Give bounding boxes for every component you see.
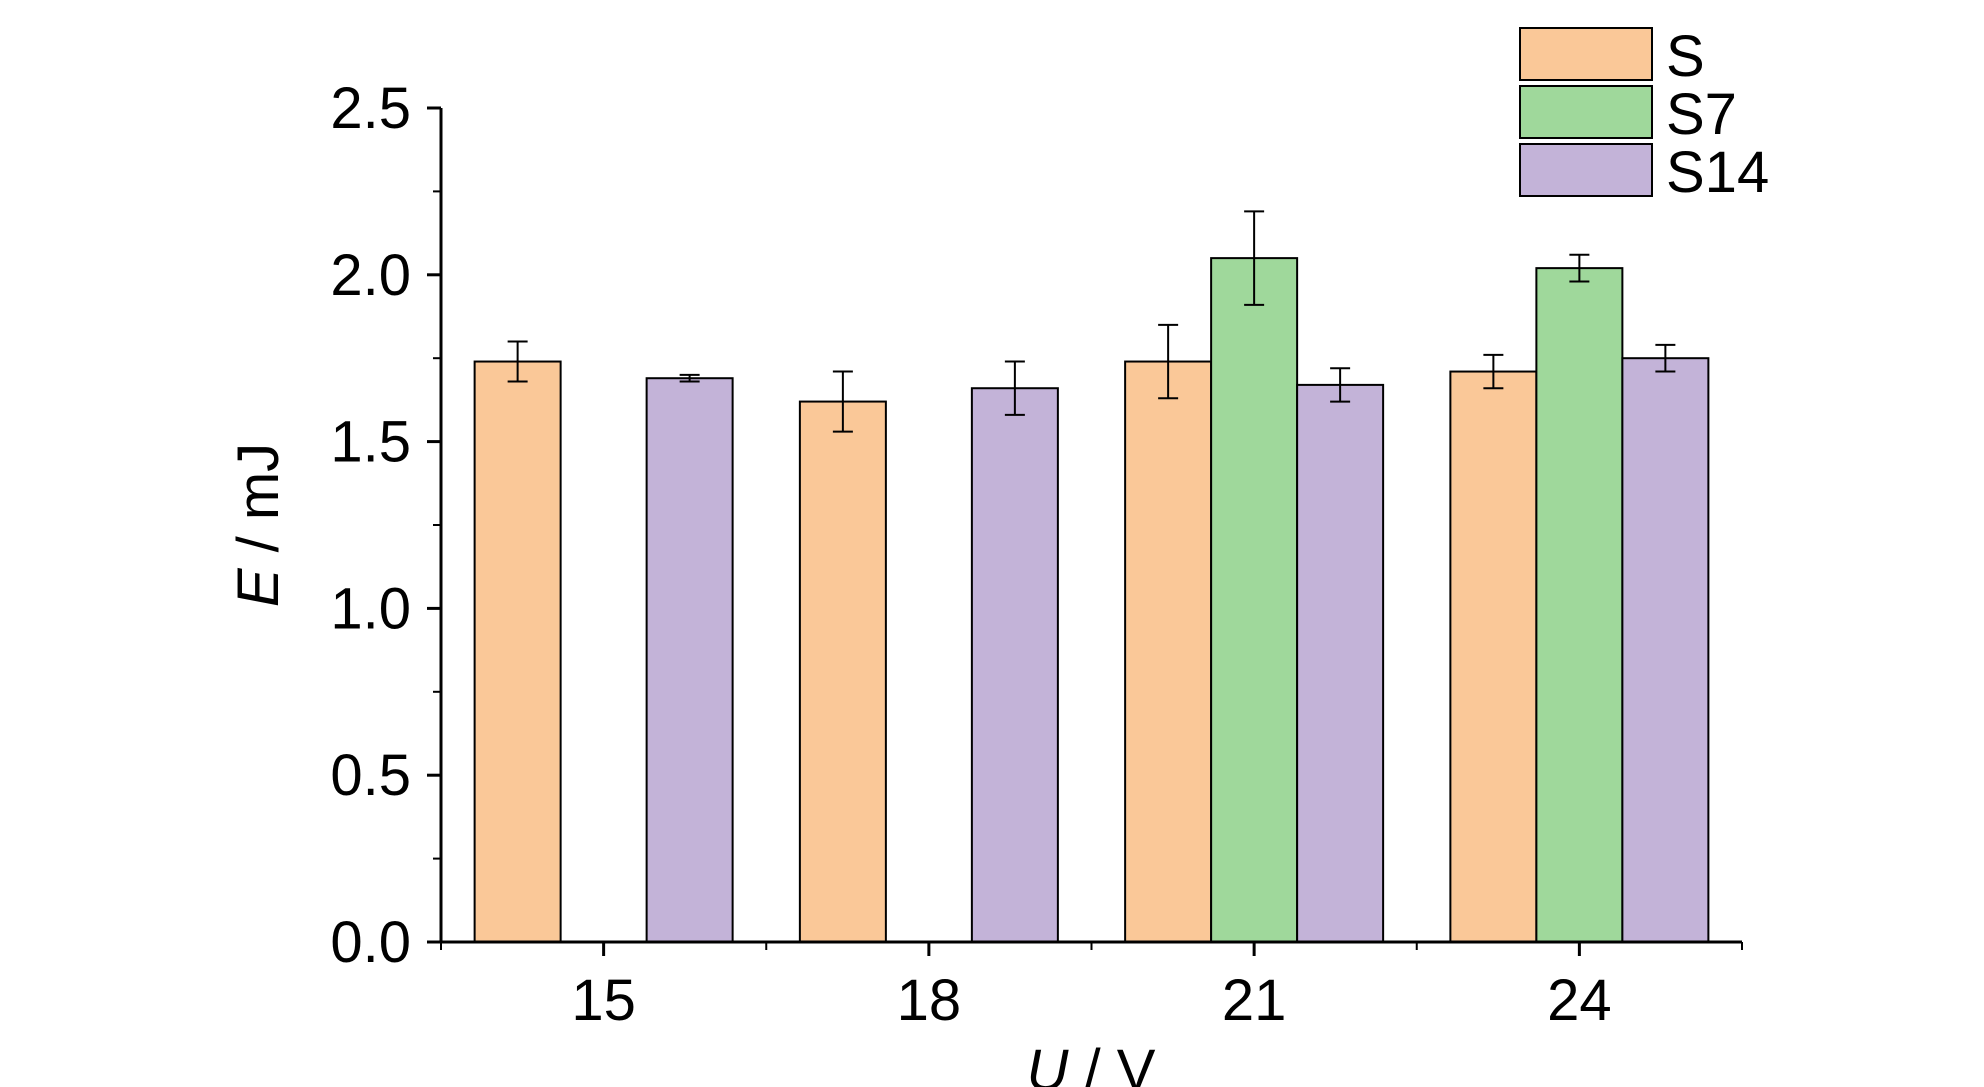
y-tick-label: 2.0 [330,243,411,308]
x-ticks-layer: 15 18 21 24 [440,942,1743,1033]
bar-S7-21 [1210,257,1299,943]
errorbar-S14-24 [1655,343,1676,373]
errorbar-S14-15 [679,373,700,383]
bar-S14-15 [645,377,734,943]
y-tick-label: 2.5 [330,76,411,141]
y-axis-title: E / mJ [226,443,291,607]
bar-S14-21 [1296,383,1385,943]
x-tick-label: 21 [1222,968,1287,1033]
errorbar-S7-21 [1244,210,1265,306]
legend-swatch-S7 [1519,85,1653,139]
x-axis-symbol: U [1027,1038,1070,1087]
y-tick-label: 0.0 [330,910,411,975]
legend-swatch-S14 [1519,143,1653,197]
legend-label-S7: S7 [1666,82,1737,147]
bar-S-18 [798,400,887,943]
legend-label-S: S [1666,24,1705,89]
errorbar-S14-21 [1330,367,1351,403]
errorbar-S-21 [1158,323,1179,400]
bar-S14-18 [970,387,1059,943]
bar-S-24 [1449,370,1538,943]
x-tick-label: 18 [897,968,962,1033]
x-axis-title: U / V [1027,1038,1156,1087]
bar-S-15 [473,360,562,943]
y-tick-label: 1.0 [330,576,411,641]
bar-S-21 [1124,360,1213,943]
bar-S7-24 [1535,267,1624,943]
x-axis-unit: / V [1068,1038,1155,1087]
y-axis-symbol: E [226,567,291,607]
y-tick-label: 1.5 [330,410,411,475]
bar-S14-24 [1621,357,1710,943]
errorbar-S7-24 [1569,253,1590,283]
errorbars-layer [507,210,1676,433]
x-tick-label: 15 [571,968,636,1033]
x-tick-label: 24 [1547,968,1612,1033]
legend-label-S14: S14 [1666,140,1769,205]
errorbar-S14-18 [1004,360,1025,416]
errorbar-S-15 [507,340,528,383]
errorbar-S-24 [1483,353,1504,390]
legend-swatch-S [1519,27,1653,81]
y-axis-unit: / mJ [226,443,291,569]
bars-layer [473,257,1710,943]
y-tick-label: 0.5 [330,743,411,808]
errorbar-S-18 [832,370,853,433]
y-ticks-layer: 0.0 0.5 1.0 1.5 2.0 2.5 [330,76,441,975]
